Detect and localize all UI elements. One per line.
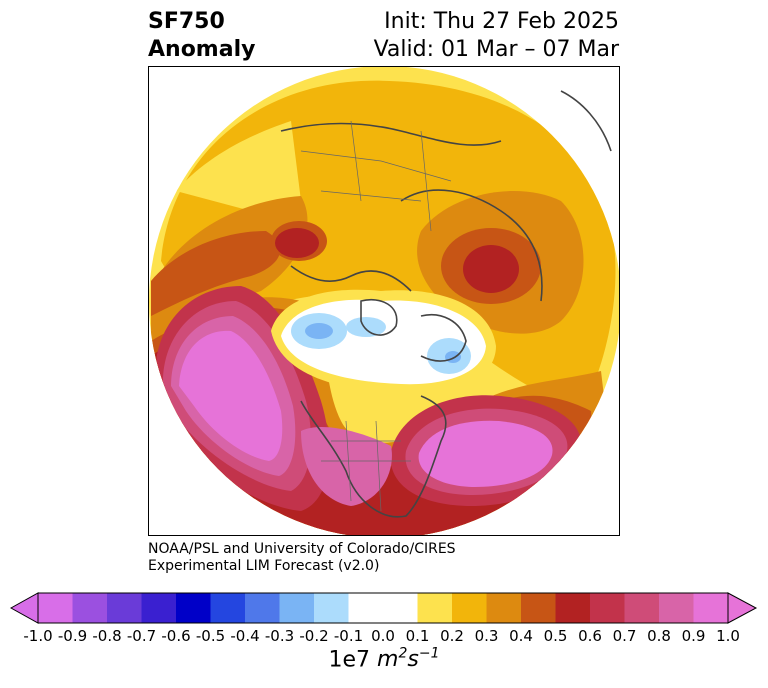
colorbar-swatch: [314, 593, 349, 623]
anomaly-label: Anomaly: [148, 37, 256, 62]
colorbar-ticks: -1.0 -0.9 -0.8 -0.7 -0.6 -0.5 -0.4 -0.3 -0.2 -0.1…: [0, 627, 768, 647]
colorbar-swatch: [348, 593, 384, 623]
pink-conus: [301, 426, 392, 506]
colorbar-swatch: [590, 593, 625, 623]
colorbar-swatch: [555, 593, 591, 623]
colorbar-swatch: [38, 593, 73, 623]
credit-line-1: NOAA/PSL and University of Colorado/CIRE…: [148, 541, 456, 557]
colorbar-swatch: [521, 593, 556, 623]
colorbar-tick-label: 0.0: [371, 627, 395, 645]
colorbar-tick-label: 0.6: [578, 627, 602, 645]
colorbar-swatch: [659, 593, 694, 623]
unit-m: m: [377, 647, 399, 673]
asia-coast: [290, 265, 412, 292]
darkorange-west: [151, 231, 281, 316]
colorbar-extend-high: [727, 592, 758, 624]
colorbar-swatch: [452, 593, 487, 623]
state-borders: [321, 420, 411, 512]
north-america-coast: [300, 395, 447, 518]
colorbar-tick-label: -0.4: [230, 627, 260, 645]
colorbar-unit-label: 1e7 m2s−1: [0, 646, 768, 672]
greenland-outline: [420, 314, 467, 362]
colorbar-tick-label: 0.7: [612, 627, 637, 645]
colorbar: [10, 592, 758, 624]
colorbar-swatch: [279, 593, 315, 623]
eurasia-east-coast: [400, 189, 543, 302]
europe-africa-coast: [280, 122, 502, 146]
south-asia-coast: [560, 90, 612, 152]
variable-label: SF750: [148, 9, 225, 34]
plot-title-left: SF750 Anomaly: [148, 8, 255, 64]
colorbar-tick-label: -0.5: [195, 627, 226, 645]
colorbar-tick-label: 0.4: [509, 627, 533, 645]
arctic-islands: [360, 299, 398, 336]
scale-prefix: 1e7: [328, 647, 371, 673]
credit-line-2: Experimental LIM Forecast (v2.0): [148, 558, 380, 574]
colorbar-extend-low: [10, 592, 39, 624]
colorbar-tick-label: 1.0: [716, 627, 740, 645]
colorbar-swatch: [176, 593, 211, 623]
colorbar-tick-label: -0.6: [161, 627, 191, 645]
magenta-atlantic: [418, 420, 553, 487]
red-blob-west: [275, 228, 319, 258]
colorbar-tick-label: -0.2: [299, 627, 329, 645]
colorbar-swatch: [210, 593, 246, 623]
country-borders: [300, 120, 452, 232]
colorbar-tick-label: -0.1: [333, 627, 364, 645]
coastlines: [280, 90, 612, 518]
colorbar-outline: [37, 592, 729, 624]
colorbar-swatch: [693, 593, 729, 623]
colorbar-swatch: [417, 593, 453, 623]
colorbar-swatch: [383, 593, 418, 623]
init-date: Init: Thu 27 Feb 2025: [384, 9, 619, 34]
midblue-east: [445, 351, 461, 363]
colorbar-swatch: [624, 593, 660, 623]
colorbar-tick-label: -1.0: [23, 627, 53, 645]
colorbar-tick-label: -0.7: [126, 627, 157, 645]
magenta-pacific: [179, 330, 283, 461]
anomaly-map: [149, 67, 619, 535]
plot-title-right: Init: Thu 27 Feb 2025 Valid: 01 Mar – 07…: [374, 8, 619, 64]
valid-range: Valid: 01 Mar – 07 Mar: [373, 37, 619, 62]
midblue-west: [305, 323, 333, 339]
colorbar-swatch: [486, 593, 522, 623]
borders: [300, 120, 452, 512]
lightblue-center: [346, 317, 386, 337]
credit-text: NOAA/PSL and University of Colorado/CIRE…: [148, 541, 456, 575]
colorbar-tick-label: 0.1: [405, 627, 430, 645]
colorbar-tick-label: 0.2: [440, 627, 464, 645]
red-blob-east: [463, 245, 519, 293]
unit-exp-2: −1: [418, 646, 440, 662]
colorbar-swatch: [72, 593, 108, 623]
colorbar-tick-label: -0.3: [264, 627, 295, 645]
yellow-patch: [176, 121, 301, 211]
colorbar-tick-label: -0.9: [57, 627, 88, 645]
colorbar-tick-label: -0.8: [92, 627, 122, 645]
colorbar-tick-label: 0.8: [647, 627, 671, 645]
colorbar-swatch: [107, 593, 142, 623]
map-panel: [148, 66, 620, 536]
unit-exp-1: 2: [398, 646, 408, 662]
colorbar-tick-label: 0.3: [474, 627, 499, 645]
unit-s: s: [407, 647, 419, 673]
colorbar-tick-label: 0.5: [543, 627, 568, 645]
colorbar-tick-label: 0.9: [681, 627, 706, 645]
colorbar-swatch: [245, 593, 280, 623]
colorbar-swatch: [141, 593, 177, 623]
